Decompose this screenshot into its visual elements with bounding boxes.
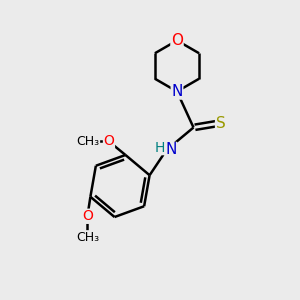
Text: N: N [165,142,177,158]
Text: N: N [171,84,183,99]
Text: O: O [171,33,183,48]
Text: CH₃: CH₃ [76,135,100,148]
Text: O: O [103,134,114,148]
Text: S: S [216,116,225,130]
Text: CH₃: CH₃ [76,231,99,244]
Text: H: H [155,141,165,154]
Text: O: O [82,209,93,223]
